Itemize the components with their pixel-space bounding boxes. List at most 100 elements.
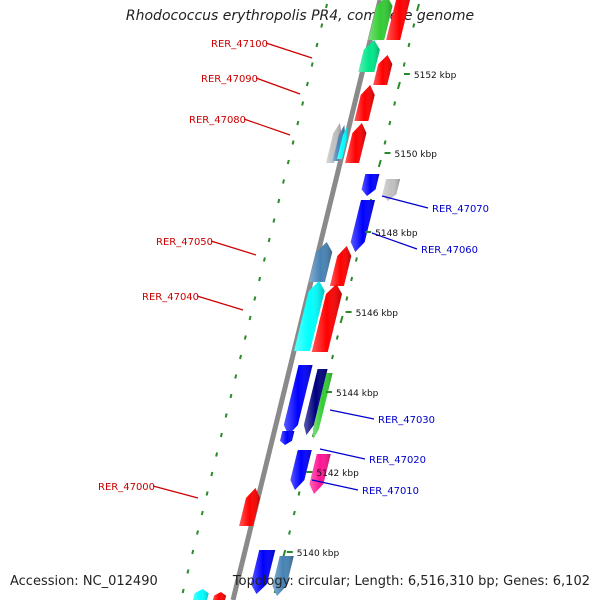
gene-labels: RER_47100 RER_47090 RER_47080 RER_47070 RER_… [98,39,489,497]
tick-mark [388,120,392,126]
gene-arrow-shading [308,242,333,282]
tick-mark [291,140,295,145]
gene-arrow-shading [361,174,380,196]
tick-mark [345,296,349,301]
tick-mark [396,81,401,90]
gene-arrow-shading [290,450,312,490]
tick-mark [315,42,319,48]
tick-mark [196,530,199,535]
tick-mark [248,315,252,321]
tick-label: 5148 kbp [375,229,418,239]
tick-mark [407,42,411,48]
gene-arrow-shading [280,431,295,445]
tick-mark [383,140,387,145]
tick-mark [267,237,271,243]
tick-mark [325,3,328,9]
gene-arrow-shading [326,123,342,163]
label-connector [329,409,375,420]
tick-mark [262,257,266,262]
tick-mark [350,276,354,282]
tick-label: 5146 kbp [356,309,399,319]
tick-label: 5144 kbp [336,389,379,399]
gene-arrow-shading [309,454,331,494]
label-connector [196,295,244,311]
label-connector [210,240,257,256]
tick-label: 5140 kbp [297,549,340,559]
gene-arrow-shading [350,200,375,252]
gene-arrow-shading [294,281,325,351]
gene-arrow-shading [373,55,393,85]
gene-arrow-shading [213,592,227,600]
tick-mark [354,257,358,262]
tick-mark [377,159,382,168]
tick-mark [191,549,195,555]
gene-arrow-shading [337,125,348,159]
tick-mark [288,530,291,535]
tick-mark [297,491,301,496]
gene-arrow-shading [283,365,313,435]
gene-arrow-shading [354,85,375,121]
tick-mark [286,159,290,165]
tick-mark [393,101,397,106]
tick-mark [219,432,223,438]
gene-label: RER_47060 [421,245,478,256]
tick-mark [215,452,219,457]
tick-mark [200,510,204,516]
gene-label: RER_47070 [432,204,489,215]
tick-mark [296,120,300,126]
tick-mark [210,471,214,477]
tick-labels: 5152 kbp 5150 kbp 5148 kbp 5146 kbp 5144 kbp… [286,71,457,559]
tick-label: 5150 kbp [395,150,438,160]
label-connector [255,77,301,95]
gene-features [193,0,411,600]
tick-mark [335,335,339,340]
tick-mark [272,218,276,223]
gene-label: RER_47030 [378,415,435,426]
tick-mark [224,413,228,418]
label-connector [311,479,359,491]
tick-label: 5142 kbp [316,469,359,479]
gene-arrow-shading [239,488,260,526]
tick-mark [186,569,190,574]
gene-label: RER_47020 [369,455,426,466]
gene-arrow-shading [345,123,367,163]
label-connector [152,485,199,499]
tick-mark [243,335,247,340]
gene-label: RER_47100 [211,39,268,50]
tick-mark [234,374,238,379]
tick-mark [229,393,233,399]
gene-arrow-shading [312,373,333,439]
gene-arrow-shading [358,40,380,72]
gene-label: RER_47090 [201,74,258,85]
gene-label: RER_47080 [189,115,246,126]
tick-mark [258,276,262,282]
tick-mark [277,198,281,204]
tick-mark [301,101,305,106]
tick-mark [253,296,257,301]
label-connectors [152,42,429,499]
tick-mark [181,588,185,594]
gene-arrow-shading [250,550,276,594]
tick-mark [339,315,344,324]
tick-label: 5152 kbp [414,71,457,81]
tick-mark [402,62,406,67]
label-connector [371,232,418,250]
gene-arrow-shading [272,556,294,596]
tick-mark [320,23,324,28]
tick-mark [239,354,242,360]
tick-mark [282,179,285,184]
tick-mark [416,3,420,12]
tick-mark [305,81,309,87]
tick-mark [292,510,296,516]
accession-text: Accession: NC_012490 [10,574,158,589]
gene-label: RER_47050 [156,237,213,248]
gene-arrow-shading [311,284,342,352]
label-connector [243,118,291,136]
tick-mark [331,354,334,360]
label-connector [319,448,366,460]
gene-arrow-shading [303,369,328,435]
gene-label: RER_47010 [362,486,419,497]
tick-mark [205,491,209,496]
